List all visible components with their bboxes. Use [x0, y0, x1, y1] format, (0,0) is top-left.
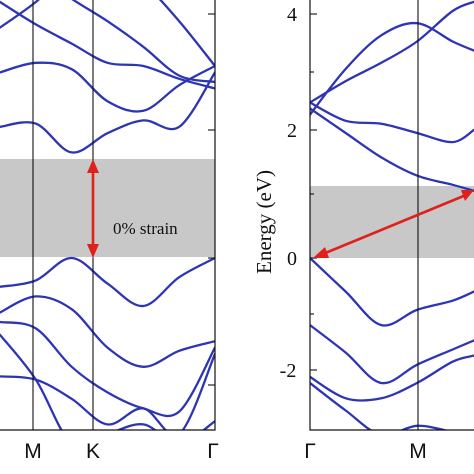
- right-band-line-3: [310, 21, 474, 116]
- left-kpoint-label-gamma: Γ: [207, 440, 219, 463]
- right-band-line-2: [310, 101, 474, 144]
- right-gap-arrow-shaft: [322, 193, 467, 256]
- right-band-line-5: [310, 256, 474, 327]
- left-band-line-6: [0, 256, 215, 308]
- left-gap-arrowhead-down: [87, 244, 99, 258]
- left-band-line-9: [0, 352, 215, 430]
- right-y-tick-label: -2: [280, 360, 297, 382]
- left-band-line-2: [0, 61, 215, 113]
- right-band-line-1: [310, 107, 474, 193]
- right-band-line-8: [310, 381, 449, 430]
- right-kpoint-label-m: M: [409, 440, 427, 463]
- left-band-line-8: [0, 320, 215, 418]
- right-axes-frame: [309, 0, 474, 431]
- right-kpoint-label-gamma: Γ: [304, 440, 316, 463]
- right-y-tick-label: 2: [287, 120, 297, 142]
- left-kpoint-label-m: M: [24, 440, 42, 463]
- left-gap-arrowhead-up: [87, 159, 99, 173]
- right-band-line-6: [310, 323, 474, 385]
- right-gap-arrowhead-left: [313, 247, 329, 258]
- left-band-line-1: [0, 71, 215, 154]
- right-panel: 4 2 0 -2 Energy (eV) Γ M: [252, 0, 474, 463]
- right-band-line-7: [310, 354, 474, 402]
- right-band-gap-shade: [310, 186, 474, 258]
- right-y-tick-label: 0: [287, 248, 297, 270]
- right-y-tick-label: 4: [287, 4, 297, 26]
- left-band-line-4: [71, 0, 215, 84]
- left-axes-frame: [0, 0, 216, 431]
- left-band-line-10: [0, 333, 215, 430]
- right-band-lines: [310, 0, 474, 430]
- right-band-line-4: [310, 0, 474, 104]
- left-band-line-5: [0, 0, 215, 68]
- left-kpoint-label-k: K: [86, 440, 100, 463]
- left-strain-annotation: 0% strain: [113, 219, 178, 238]
- left-band-lines: [0, 0, 215, 430]
- right-y-axis-label: Energy (eV): [252, 170, 276, 274]
- left-band-line-7: [0, 295, 215, 368]
- right-gap-arrowhead-right: [461, 190, 474, 201]
- left-panel: 0% strain M K Γ: [0, 0, 219, 463]
- left-band-gap-shade: [0, 159, 215, 257]
- left-band-line-3: [0, 0, 215, 90]
